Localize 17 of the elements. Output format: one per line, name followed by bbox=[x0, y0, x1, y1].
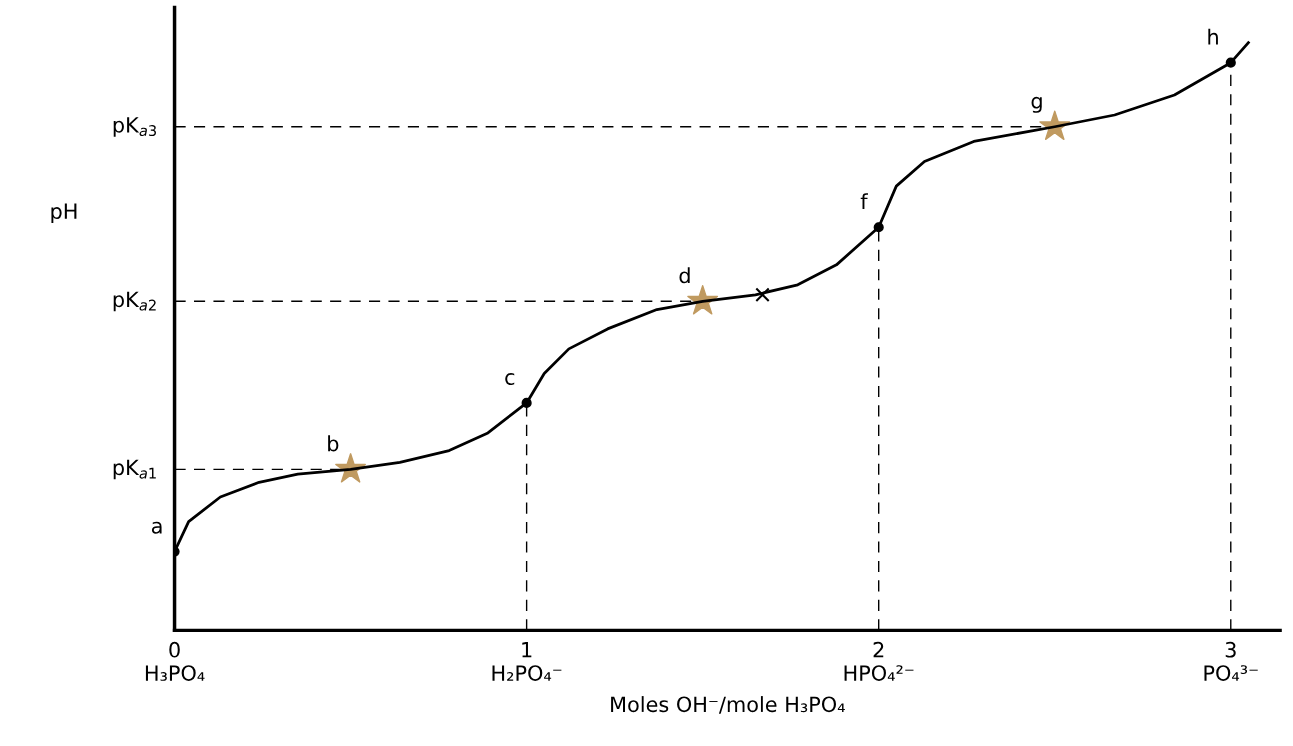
annotation: b bbox=[328, 435, 339, 452]
annotation: f bbox=[860, 193, 868, 210]
point bbox=[755, 287, 770, 303]
y-axis-title: pH bbox=[51, 203, 77, 224]
annotation: pK$_{a2}$ bbox=[113, 291, 156, 312]
annotation: pK$_{a3}$ bbox=[113, 117, 156, 137]
annotation: d bbox=[679, 267, 690, 284]
annotation: a bbox=[151, 521, 162, 534]
x-tick-label: 2 HPO₄²⁻ bbox=[844, 641, 914, 681]
annotation: c bbox=[505, 373, 515, 386]
annotation: h bbox=[1208, 28, 1218, 45]
annotation: pK$_{a1}$ bbox=[113, 459, 156, 480]
annotation: g bbox=[1031, 96, 1042, 113]
x-axis-title: Moles OH⁻/mole H₃PO₄ bbox=[611, 696, 845, 714]
x-tick-label: 3 PO₄³⁻ bbox=[1204, 641, 1258, 681]
x-tick-label: 1 H₂PO₄⁻ bbox=[492, 642, 562, 681]
x-tick-label: 0 H₃PO₄ bbox=[145, 641, 205, 681]
